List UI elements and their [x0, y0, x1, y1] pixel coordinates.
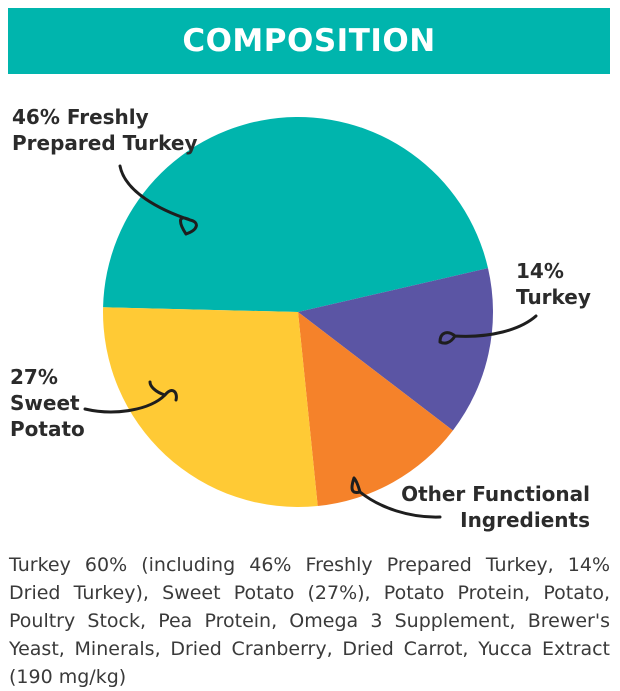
- label-other-functional-ingredients: Other Functional Ingredients: [401, 481, 590, 533]
- label-turkey: 14% Turkey: [516, 258, 591, 310]
- label-line: Ingredients: [460, 508, 590, 532]
- slice-other-functional-ingredients: [298, 312, 453, 506]
- header-title: COMPOSITION: [182, 23, 436, 59]
- slice-sweet-potato: [103, 307, 318, 507]
- label-line: Other Functional: [401, 482, 590, 506]
- label-line: Prepared Turkey: [12, 131, 198, 155]
- label-freshly-prepared-turkey: 46% Freshly Prepared Turkey: [12, 104, 198, 156]
- arrow-other-functional-ingredients: [350, 476, 442, 519]
- label-line: Potato: [10, 417, 85, 441]
- label-line: 46% Freshly: [12, 105, 149, 129]
- label-line: Sweet: [10, 391, 80, 415]
- arrow-turkey: [438, 314, 538, 345]
- pie-chart: [83, 117, 538, 519]
- label-line: Turkey: [516, 285, 591, 309]
- arrow-sweet-potato: [83, 380, 178, 414]
- composition-header: COMPOSITION: [8, 8, 610, 74]
- slice-turkey: [298, 268, 493, 431]
- composition-text: Turkey 60% (including 46% Freshly Prepar…: [9, 554, 610, 688]
- label-line: 27%: [10, 365, 58, 389]
- label-line: 14%: [516, 259, 564, 283]
- slice-freshly-prepared-turkey: [103, 117, 488, 312]
- arrow-freshly-prepared-turkey: [118, 164, 198, 236]
- label-sweet-potato: 27% Sweet Potato: [10, 364, 85, 442]
